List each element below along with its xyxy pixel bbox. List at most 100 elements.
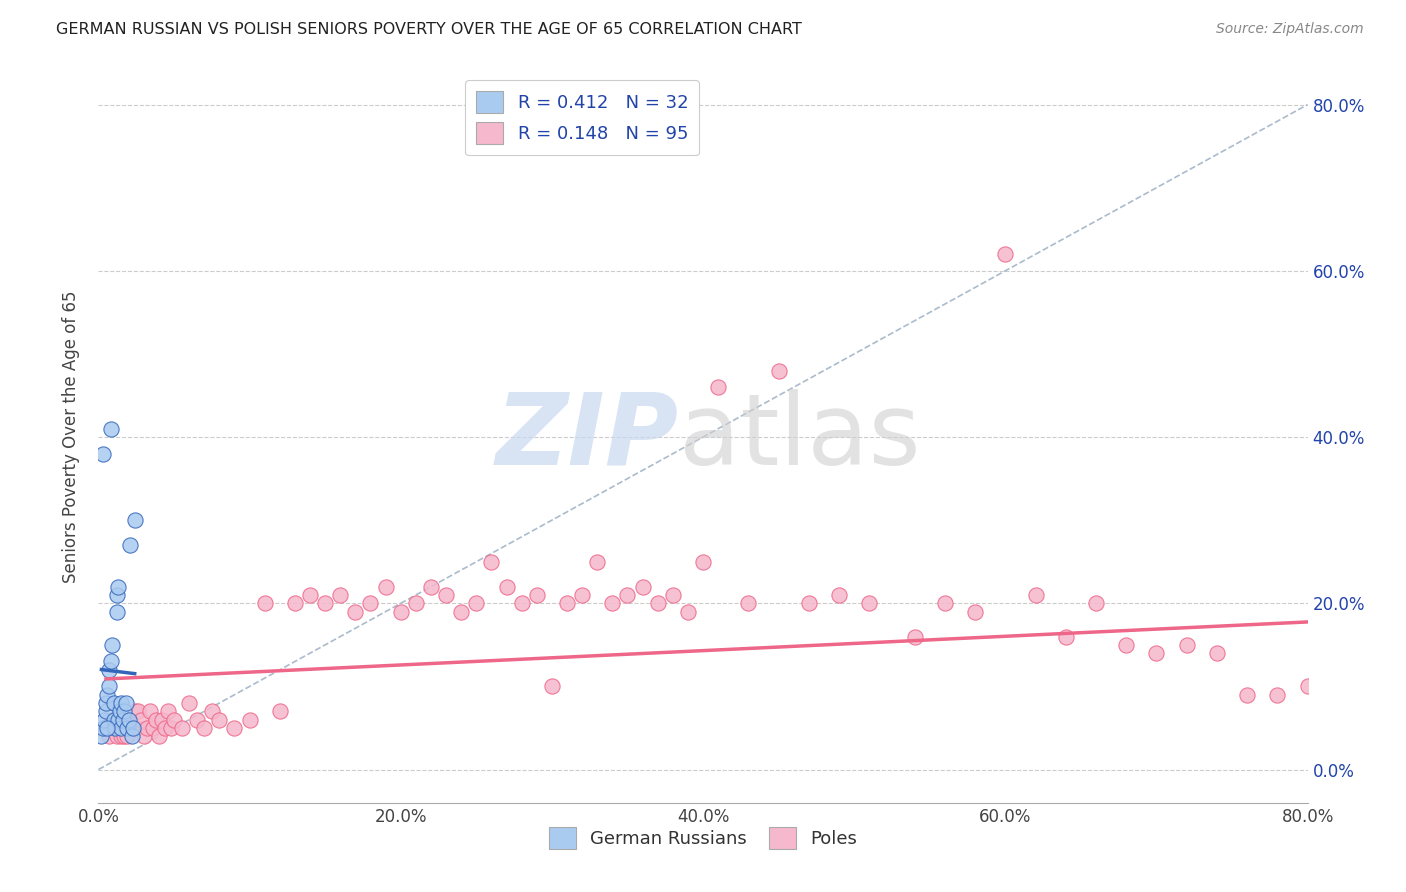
Point bbox=[94, 696, 117, 710]
Point bbox=[692, 555, 714, 569]
Point bbox=[465, 596, 488, 610]
Point bbox=[98, 729, 121, 743]
Point bbox=[1144, 646, 1167, 660]
Point bbox=[1236, 688, 1258, 702]
Point bbox=[374, 580, 396, 594]
Point bbox=[224, 721, 246, 735]
Point bbox=[150, 713, 173, 727]
Point bbox=[1115, 638, 1137, 652]
Point bbox=[284, 596, 307, 610]
Point bbox=[676, 605, 699, 619]
Point bbox=[111, 713, 134, 727]
Point bbox=[110, 729, 132, 743]
Point bbox=[555, 596, 578, 610]
Point bbox=[101, 638, 124, 652]
Point bbox=[122, 721, 145, 735]
Point bbox=[1054, 630, 1077, 644]
Point bbox=[145, 713, 167, 727]
Point bbox=[156, 705, 179, 719]
Point bbox=[107, 713, 129, 727]
Point bbox=[121, 729, 143, 743]
Point bbox=[93, 713, 115, 727]
Point bbox=[208, 713, 231, 727]
Point bbox=[129, 713, 152, 727]
Point bbox=[526, 588, 548, 602]
Point bbox=[100, 655, 122, 669]
Point bbox=[1341, 729, 1364, 743]
Point bbox=[124, 705, 146, 719]
Point bbox=[602, 596, 624, 610]
Point bbox=[707, 380, 730, 394]
Point bbox=[91, 447, 114, 461]
Point bbox=[828, 588, 851, 602]
Point bbox=[108, 721, 131, 735]
Text: GERMAN RUSSIAN VS POLISH SENIORS POVERTY OVER THE AGE OF 65 CORRELATION CHART: GERMAN RUSSIAN VS POLISH SENIORS POVERTY… bbox=[56, 22, 801, 37]
Point bbox=[1296, 680, 1319, 694]
Y-axis label: Seniors Poverty Over the Age of 65: Seniors Poverty Over the Age of 65 bbox=[62, 291, 80, 583]
Point bbox=[495, 580, 517, 594]
Point bbox=[160, 721, 183, 735]
Point bbox=[118, 713, 141, 727]
Point bbox=[239, 713, 262, 727]
Point bbox=[96, 688, 118, 702]
Point bbox=[586, 555, 609, 569]
Legend: German Russians, Poles: German Russians, Poles bbox=[541, 820, 865, 856]
Point bbox=[114, 696, 136, 710]
Point bbox=[540, 680, 562, 694]
Point bbox=[661, 588, 683, 602]
Point bbox=[132, 729, 155, 743]
Point bbox=[121, 721, 143, 735]
Point bbox=[120, 538, 142, 552]
Point bbox=[253, 596, 276, 610]
Point bbox=[148, 729, 170, 743]
Point bbox=[115, 721, 138, 735]
Point bbox=[510, 596, 533, 610]
Point bbox=[481, 555, 503, 569]
Point bbox=[1327, 729, 1350, 743]
Point bbox=[344, 605, 367, 619]
Point bbox=[103, 721, 125, 735]
Point bbox=[1085, 596, 1108, 610]
Point bbox=[94, 705, 117, 719]
Text: ZIP: ZIP bbox=[496, 389, 679, 485]
Point bbox=[1357, 729, 1379, 743]
Point bbox=[96, 721, 118, 735]
Point bbox=[934, 596, 956, 610]
Point bbox=[124, 513, 146, 527]
Point bbox=[965, 605, 987, 619]
Point bbox=[201, 705, 224, 719]
Point bbox=[114, 721, 136, 735]
Point bbox=[105, 588, 128, 602]
Point bbox=[420, 580, 443, 594]
Point bbox=[904, 630, 927, 644]
Point bbox=[108, 705, 131, 719]
Point bbox=[105, 729, 128, 743]
Point bbox=[90, 729, 112, 743]
Point bbox=[858, 596, 880, 610]
Point bbox=[1312, 729, 1334, 743]
Point bbox=[103, 696, 125, 710]
Point bbox=[737, 596, 759, 610]
Point bbox=[101, 713, 124, 727]
Point bbox=[994, 247, 1017, 261]
Point bbox=[107, 580, 129, 594]
Point bbox=[450, 605, 472, 619]
Point bbox=[1402, 729, 1406, 743]
Point bbox=[1386, 729, 1406, 743]
Point bbox=[768, 363, 790, 377]
Point bbox=[797, 596, 820, 610]
Point bbox=[98, 680, 121, 694]
Point bbox=[115, 729, 138, 743]
Point bbox=[142, 721, 165, 735]
Point bbox=[139, 705, 162, 719]
Text: atlas: atlas bbox=[679, 389, 921, 485]
Point bbox=[179, 696, 201, 710]
Point bbox=[94, 721, 117, 735]
Point bbox=[186, 713, 208, 727]
Point bbox=[1024, 588, 1046, 602]
Point bbox=[118, 713, 141, 727]
Point bbox=[269, 705, 291, 719]
Point bbox=[314, 596, 336, 610]
Point bbox=[91, 721, 114, 735]
Point bbox=[170, 721, 193, 735]
